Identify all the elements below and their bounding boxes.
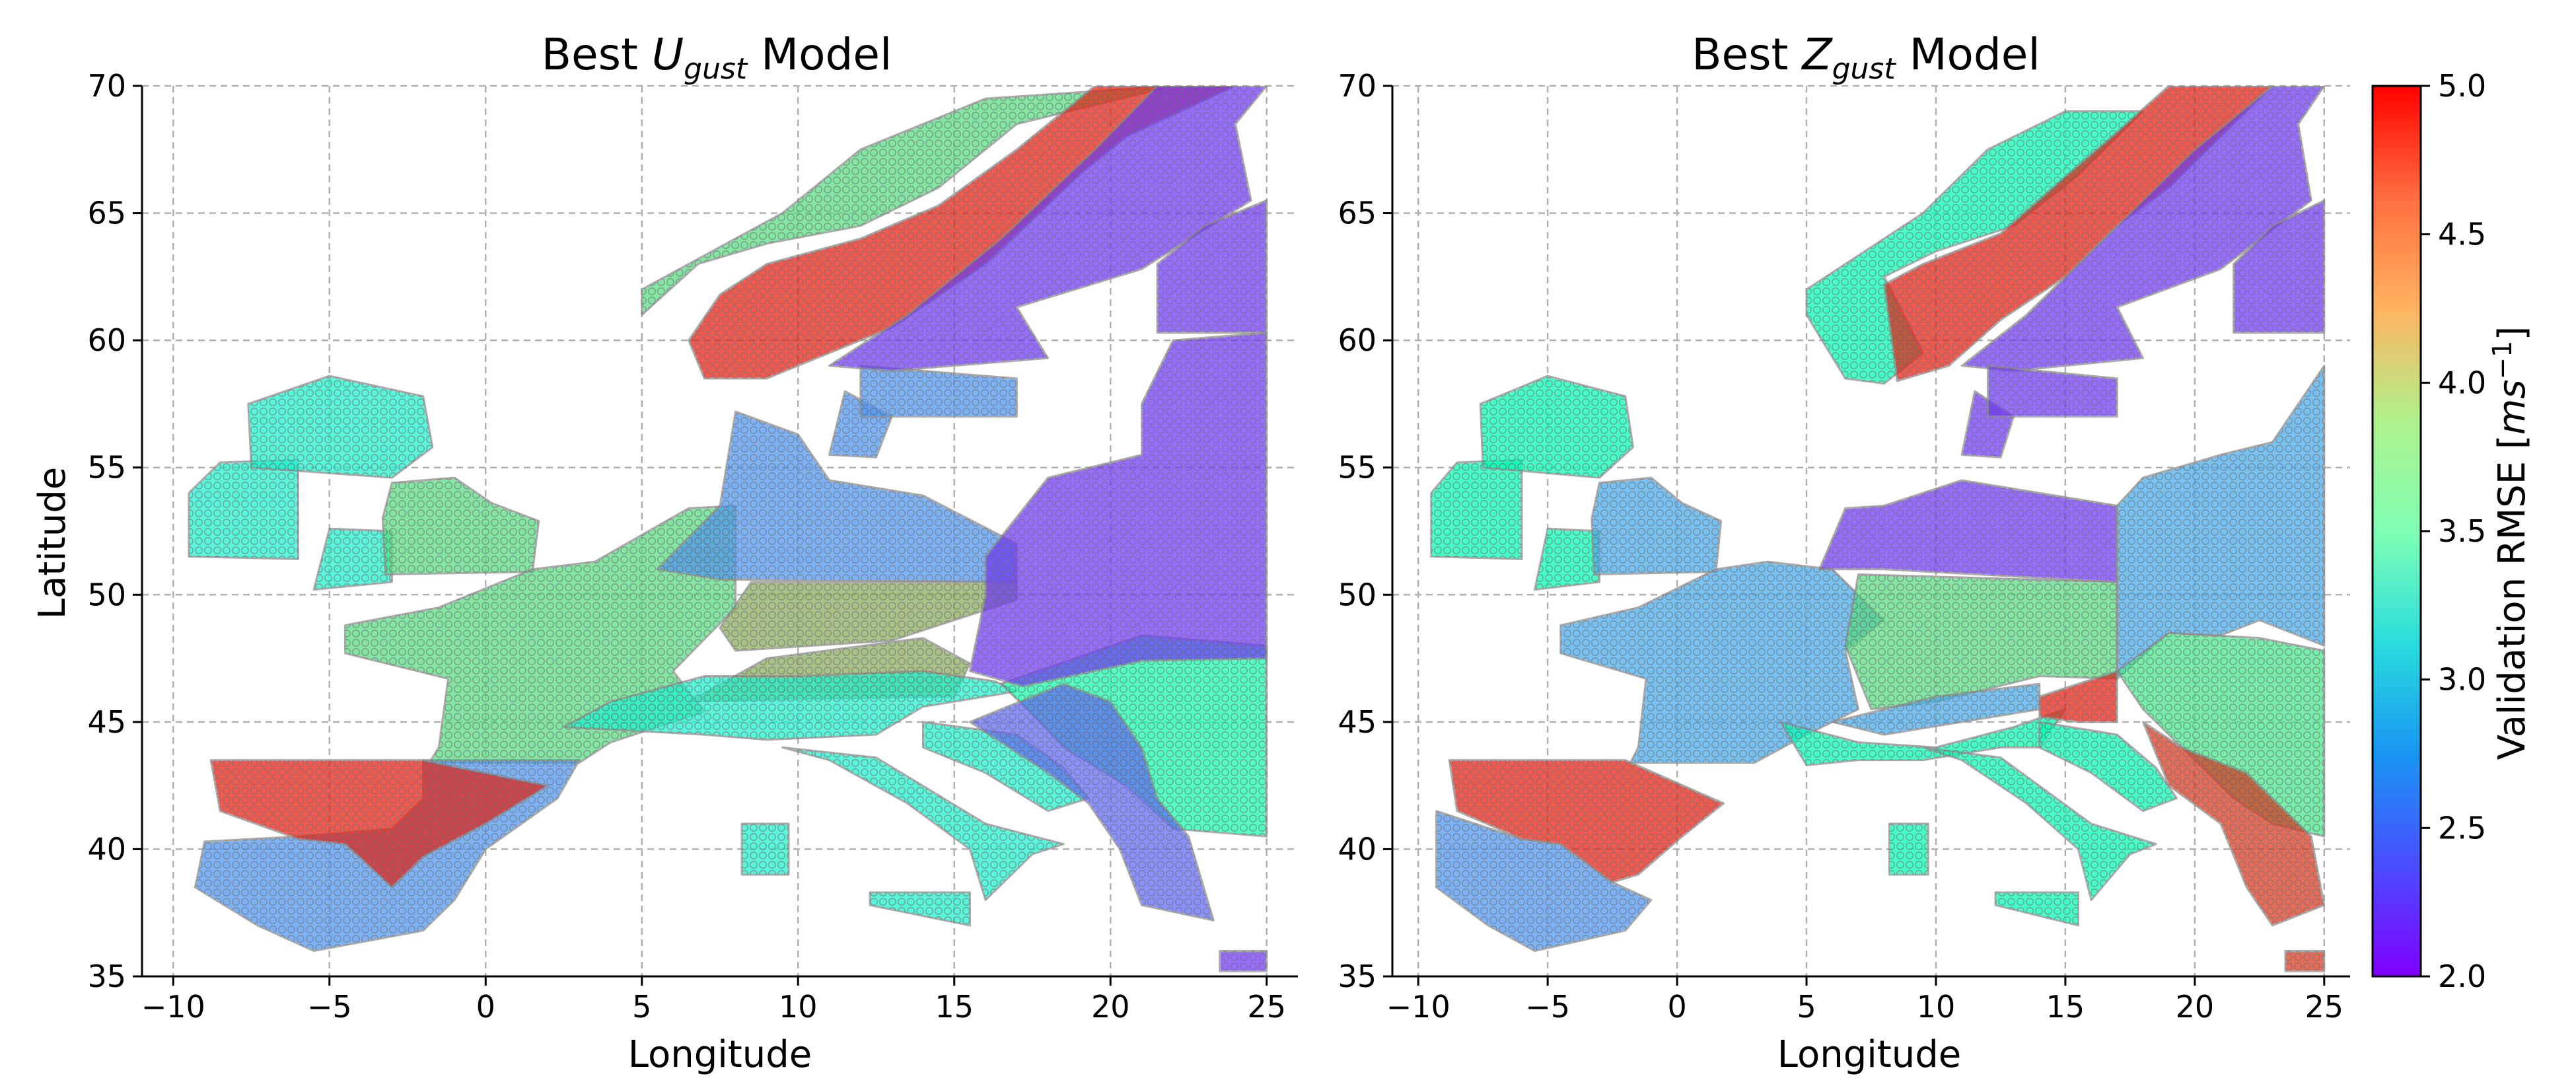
- y-tick-label: 65: [87, 196, 126, 231]
- grid-cell-texture: [1449, 760, 1724, 883]
- grid-cell-texture: [1884, 86, 2273, 381]
- x-tick-label: 10: [1917, 989, 1956, 1025]
- grid-cell-texture: [782, 747, 1064, 900]
- grid-cell-texture: [860, 365, 1017, 417]
- grid-cell-texture: [720, 582, 1017, 651]
- y-tick-label: 55: [1338, 450, 1377, 486]
- grid-cell-texture: [1995, 892, 2079, 926]
- grid-cell-texture: [1962, 391, 2014, 458]
- grid-cell-texture: [1832, 684, 2040, 735]
- grid-cell-texture: [2039, 721, 2177, 811]
- y-tick-label: 40: [87, 831, 126, 867]
- colorbar-tick-label: 3.5: [2438, 513, 2486, 549]
- y-tick-label: 70: [87, 68, 126, 104]
- x-tick-label: −5: [1525, 989, 1570, 1025]
- y-tick-label: 50: [1338, 577, 1377, 612]
- grid-cell-texture: [1431, 460, 1522, 560]
- y-tick-label: 60: [87, 322, 126, 358]
- colorbar-tick-label: 5.0: [2438, 68, 2486, 104]
- x-tick-label: 10: [779, 989, 818, 1025]
- y-tick-label: 65: [1338, 196, 1377, 231]
- grid-cell-texture: [248, 376, 433, 478]
- x-tick-label: 0: [476, 989, 495, 1025]
- y-tick-label: 45: [1338, 704, 1377, 740]
- x-tick-label: 25: [1247, 989, 1286, 1025]
- colorbar-tick-label: 4.0: [2438, 365, 2486, 400]
- grid-cell-texture: [2117, 365, 2324, 679]
- x-tick-label: 15: [2046, 989, 2085, 1025]
- right-x-axis-label: Longitude: [1777, 1033, 1962, 1076]
- left-map-panel: −10 −5 0 5 10 15 20 25 35 40 45 50 55 60 65 70: [87, 68, 1298, 1025]
- grid-cell-texture: [1923, 747, 2157, 900]
- grid-cell-texture: [970, 332, 1267, 686]
- x-tick-label: −10: [1386, 989, 1450, 1025]
- grid-cell-texture: [1962, 86, 2324, 371]
- grid-cell-texture: [641, 86, 1173, 315]
- grid-cell-texture: [314, 528, 392, 590]
- grid-cell-texture: [829, 391, 892, 458]
- grid-cell-texture: [1819, 480, 2118, 583]
- y-tick-label: 35: [1338, 959, 1377, 994]
- x-tick-label: 0: [1667, 989, 1686, 1025]
- grid-cell-texture: [1987, 365, 2118, 417]
- grid-cell-texture: [1157, 200, 1267, 333]
- grid-cell-texture: [1591, 478, 1721, 575]
- grid-cell-texture: [1780, 709, 2065, 766]
- right-map-panel: −10 −5 0 5 10 15 20 25 35 40 45 50 55 60 65 70: [1338, 68, 2350, 1025]
- grid-cell-texture: [742, 823, 789, 875]
- grid-cell-texture: [211, 760, 548, 888]
- grid-cell-texture: [2143, 721, 2324, 926]
- grid-cell-texture: [1219, 951, 1267, 972]
- y-tick-label: 55: [87, 450, 126, 486]
- grid-cell-texture: [688, 86, 1236, 379]
- grid-cell-texture: [2285, 951, 2324, 972]
- y-tick-label: 40: [1338, 831, 1377, 867]
- grid-cell-texture: [1560, 562, 1884, 763]
- colorbar-tick-label: 3.0: [2438, 662, 2486, 698]
- left-x-axis-label: Longitude: [628, 1033, 812, 1076]
- y-tick-label: 70: [1338, 68, 1377, 104]
- grid-cell-texture: [923, 721, 1089, 811]
- left-y-axis-label: Latitude: [31, 467, 74, 619]
- x-tick-label: 20: [2176, 989, 2215, 1025]
- colorbar-gradient: [2371, 85, 2422, 978]
- grid-cell-texture: [657, 411, 1017, 583]
- grid-cell-texture: [2117, 633, 2324, 837]
- grid-cell-texture: [1845, 574, 2118, 709]
- x-tick-label: 25: [2305, 989, 2344, 1025]
- x-tick-label: 15: [935, 989, 974, 1025]
- left-panel-title: Best Ugust Model: [542, 29, 892, 86]
- colorbar-label: Validation RMSE [ms−1]: [2487, 326, 2534, 760]
- colorbar-tick-label: 2.5: [2438, 810, 2486, 846]
- grid-cell-texture: [2039, 671, 2118, 722]
- colorbar-tick-label: 2.0: [2438, 959, 2486, 994]
- x-tick-label: 20: [1091, 989, 1130, 1025]
- y-tick-label: 35: [87, 959, 126, 994]
- grid-cell-texture: [1436, 811, 1651, 951]
- x-tick-label: 5: [1797, 989, 1816, 1025]
- grid-cell-texture: [1480, 376, 1633, 478]
- x-tick-label: 5: [632, 989, 651, 1025]
- y-tick-label: 45: [87, 704, 126, 740]
- grid-cell-texture: [1889, 823, 1929, 875]
- x-tick-label: −10: [141, 989, 205, 1025]
- colorbar: 2.0 2.5 3.0 3.5 4.0 4.5 5.0: [2371, 68, 2486, 994]
- right-panel-title: Best Zgust Model: [1692, 29, 2040, 86]
- grid-cell-texture: [188, 460, 299, 560]
- y-tick-label: 60: [1338, 322, 1377, 358]
- grid-cell-texture: [829, 86, 1267, 371]
- y-tick-label: 50: [87, 577, 126, 612]
- grid-cell-texture: [382, 478, 539, 575]
- x-tick-label: −5: [307, 989, 352, 1025]
- grid-cell-texture: [563, 671, 1017, 740]
- colorbar-tick-label: 4.5: [2438, 217, 2486, 252]
- grid-cell-texture: [870, 892, 970, 926]
- grid-cell-texture: [2233, 200, 2324, 333]
- grid-cell-texture: [1534, 528, 1600, 590]
- grid-cell-texture: [970, 684, 1214, 921]
